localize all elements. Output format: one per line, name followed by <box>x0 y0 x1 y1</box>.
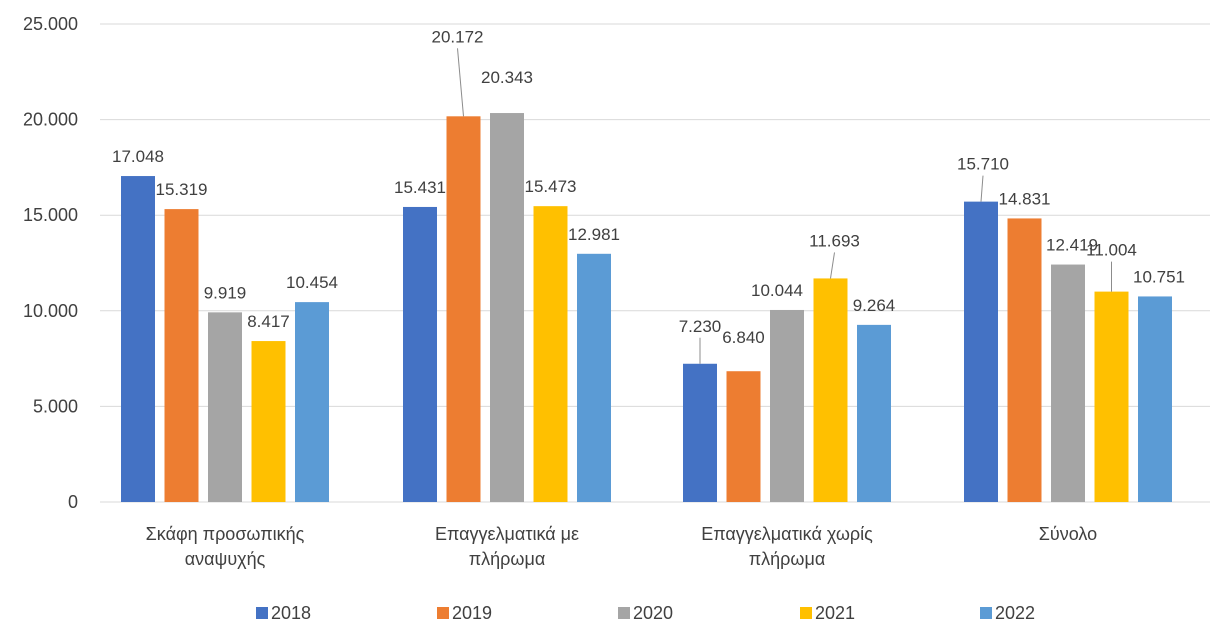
x-category-label: αναψυχής <box>185 549 266 569</box>
data-label: 15.319 <box>156 180 208 199</box>
data-label: 7.230 <box>679 317 722 336</box>
y-tick-label: 20.000 <box>23 110 78 130</box>
bar-2021-0 <box>251 341 286 502</box>
legend-swatch-2019 <box>437 607 449 619</box>
legend-label: 2018 <box>271 603 311 623</box>
data-label: 10.751 <box>1133 267 1185 286</box>
legend: 2018 2019 2020 2021 2022 <box>256 603 1035 623</box>
data-label: 20.172 <box>432 27 484 46</box>
bar-2022-1 <box>577 253 611 502</box>
data-label: 10.044 <box>751 281 803 300</box>
legend-label: 2019 <box>452 603 492 623</box>
bar-2020-3 <box>1051 264 1085 502</box>
data-label: 8.417 <box>247 312 290 331</box>
legend-swatch-2021 <box>800 607 812 619</box>
bar-2019-1 <box>446 116 481 502</box>
bar-2021-2 <box>813 278 848 502</box>
y-tick-label: 25.000 <box>23 14 78 34</box>
bar-2018-2 <box>683 363 717 502</box>
data-label: 10.454 <box>286 273 338 292</box>
data-label: 12.419 <box>1046 236 1098 255</box>
bar-2020-2 <box>770 309 804 502</box>
data-label: 11.693 <box>809 231 860 250</box>
bar-2020-0 <box>208 312 242 502</box>
bar-2021-3 <box>1094 291 1129 502</box>
bar-2019-2 <box>726 371 761 502</box>
x-category-label: Σκάφη προσωπικής <box>146 524 305 544</box>
bar-2021-1 <box>533 206 568 502</box>
data-label: 6.840 <box>722 328 765 347</box>
bar-2019-3 <box>1007 218 1042 502</box>
y-tick-label: 5.000 <box>33 396 78 416</box>
x-category-label: πλήρωμα <box>749 549 826 569</box>
data-label: 11.004 <box>1086 241 1137 260</box>
bars <box>121 113 1172 503</box>
x-category-label: πλήρωμα <box>469 549 546 569</box>
label-leader-line <box>830 252 835 279</box>
data-label: 15.431 <box>394 178 446 197</box>
y-axis-tick-labels: 0 5.000 10.000 15.000 20.000 25.000 <box>23 14 78 512</box>
data-label-leaders <box>457 48 1112 364</box>
legend-label: 2021 <box>815 603 855 623</box>
bar-2018-0 <box>121 176 155 502</box>
data-label: 9.264 <box>853 296 896 315</box>
x-category-label: Επαγγελματικά χωρίς <box>701 524 873 544</box>
legend-swatch-2018 <box>256 607 268 619</box>
y-tick-label: 0 <box>68 492 78 512</box>
bar-2018-3 <box>964 201 998 502</box>
data-label: 15.473 <box>525 177 577 196</box>
legend-swatch-2020 <box>618 607 630 619</box>
x-axis-category-labels: Σκάφη προσωπικής αναψυχής Επαγγελματικά με… <box>146 524 1098 569</box>
data-label: 12.981 <box>568 225 620 244</box>
data-label: 9.919 <box>204 283 247 302</box>
bar-2020-1 <box>490 113 524 502</box>
bar-2022-2 <box>857 324 891 502</box>
bar-2022-3 <box>1138 296 1172 502</box>
data-label: 14.831 <box>999 189 1051 208</box>
bar-2018-1 <box>403 206 437 502</box>
label-leader-line <box>980 175 984 202</box>
x-category-label: Σύνολο <box>1039 524 1097 544</box>
data-label: 20.343 <box>481 68 533 87</box>
x-category-label: Επαγγελματικά με <box>435 524 579 544</box>
legend-label: 2022 <box>995 603 1035 623</box>
label-leader-line <box>457 48 464 117</box>
legend-label: 2020 <box>633 603 673 623</box>
bar-2019-0 <box>164 209 199 503</box>
data-label: 15.710 <box>957 155 1009 174</box>
bar-2022-0 <box>295 302 329 502</box>
y-tick-label: 10.000 <box>23 301 78 321</box>
data-label: 17.048 <box>112 147 164 166</box>
y-tick-label: 15.000 <box>23 205 78 225</box>
legend-swatch-2022 <box>980 607 992 619</box>
